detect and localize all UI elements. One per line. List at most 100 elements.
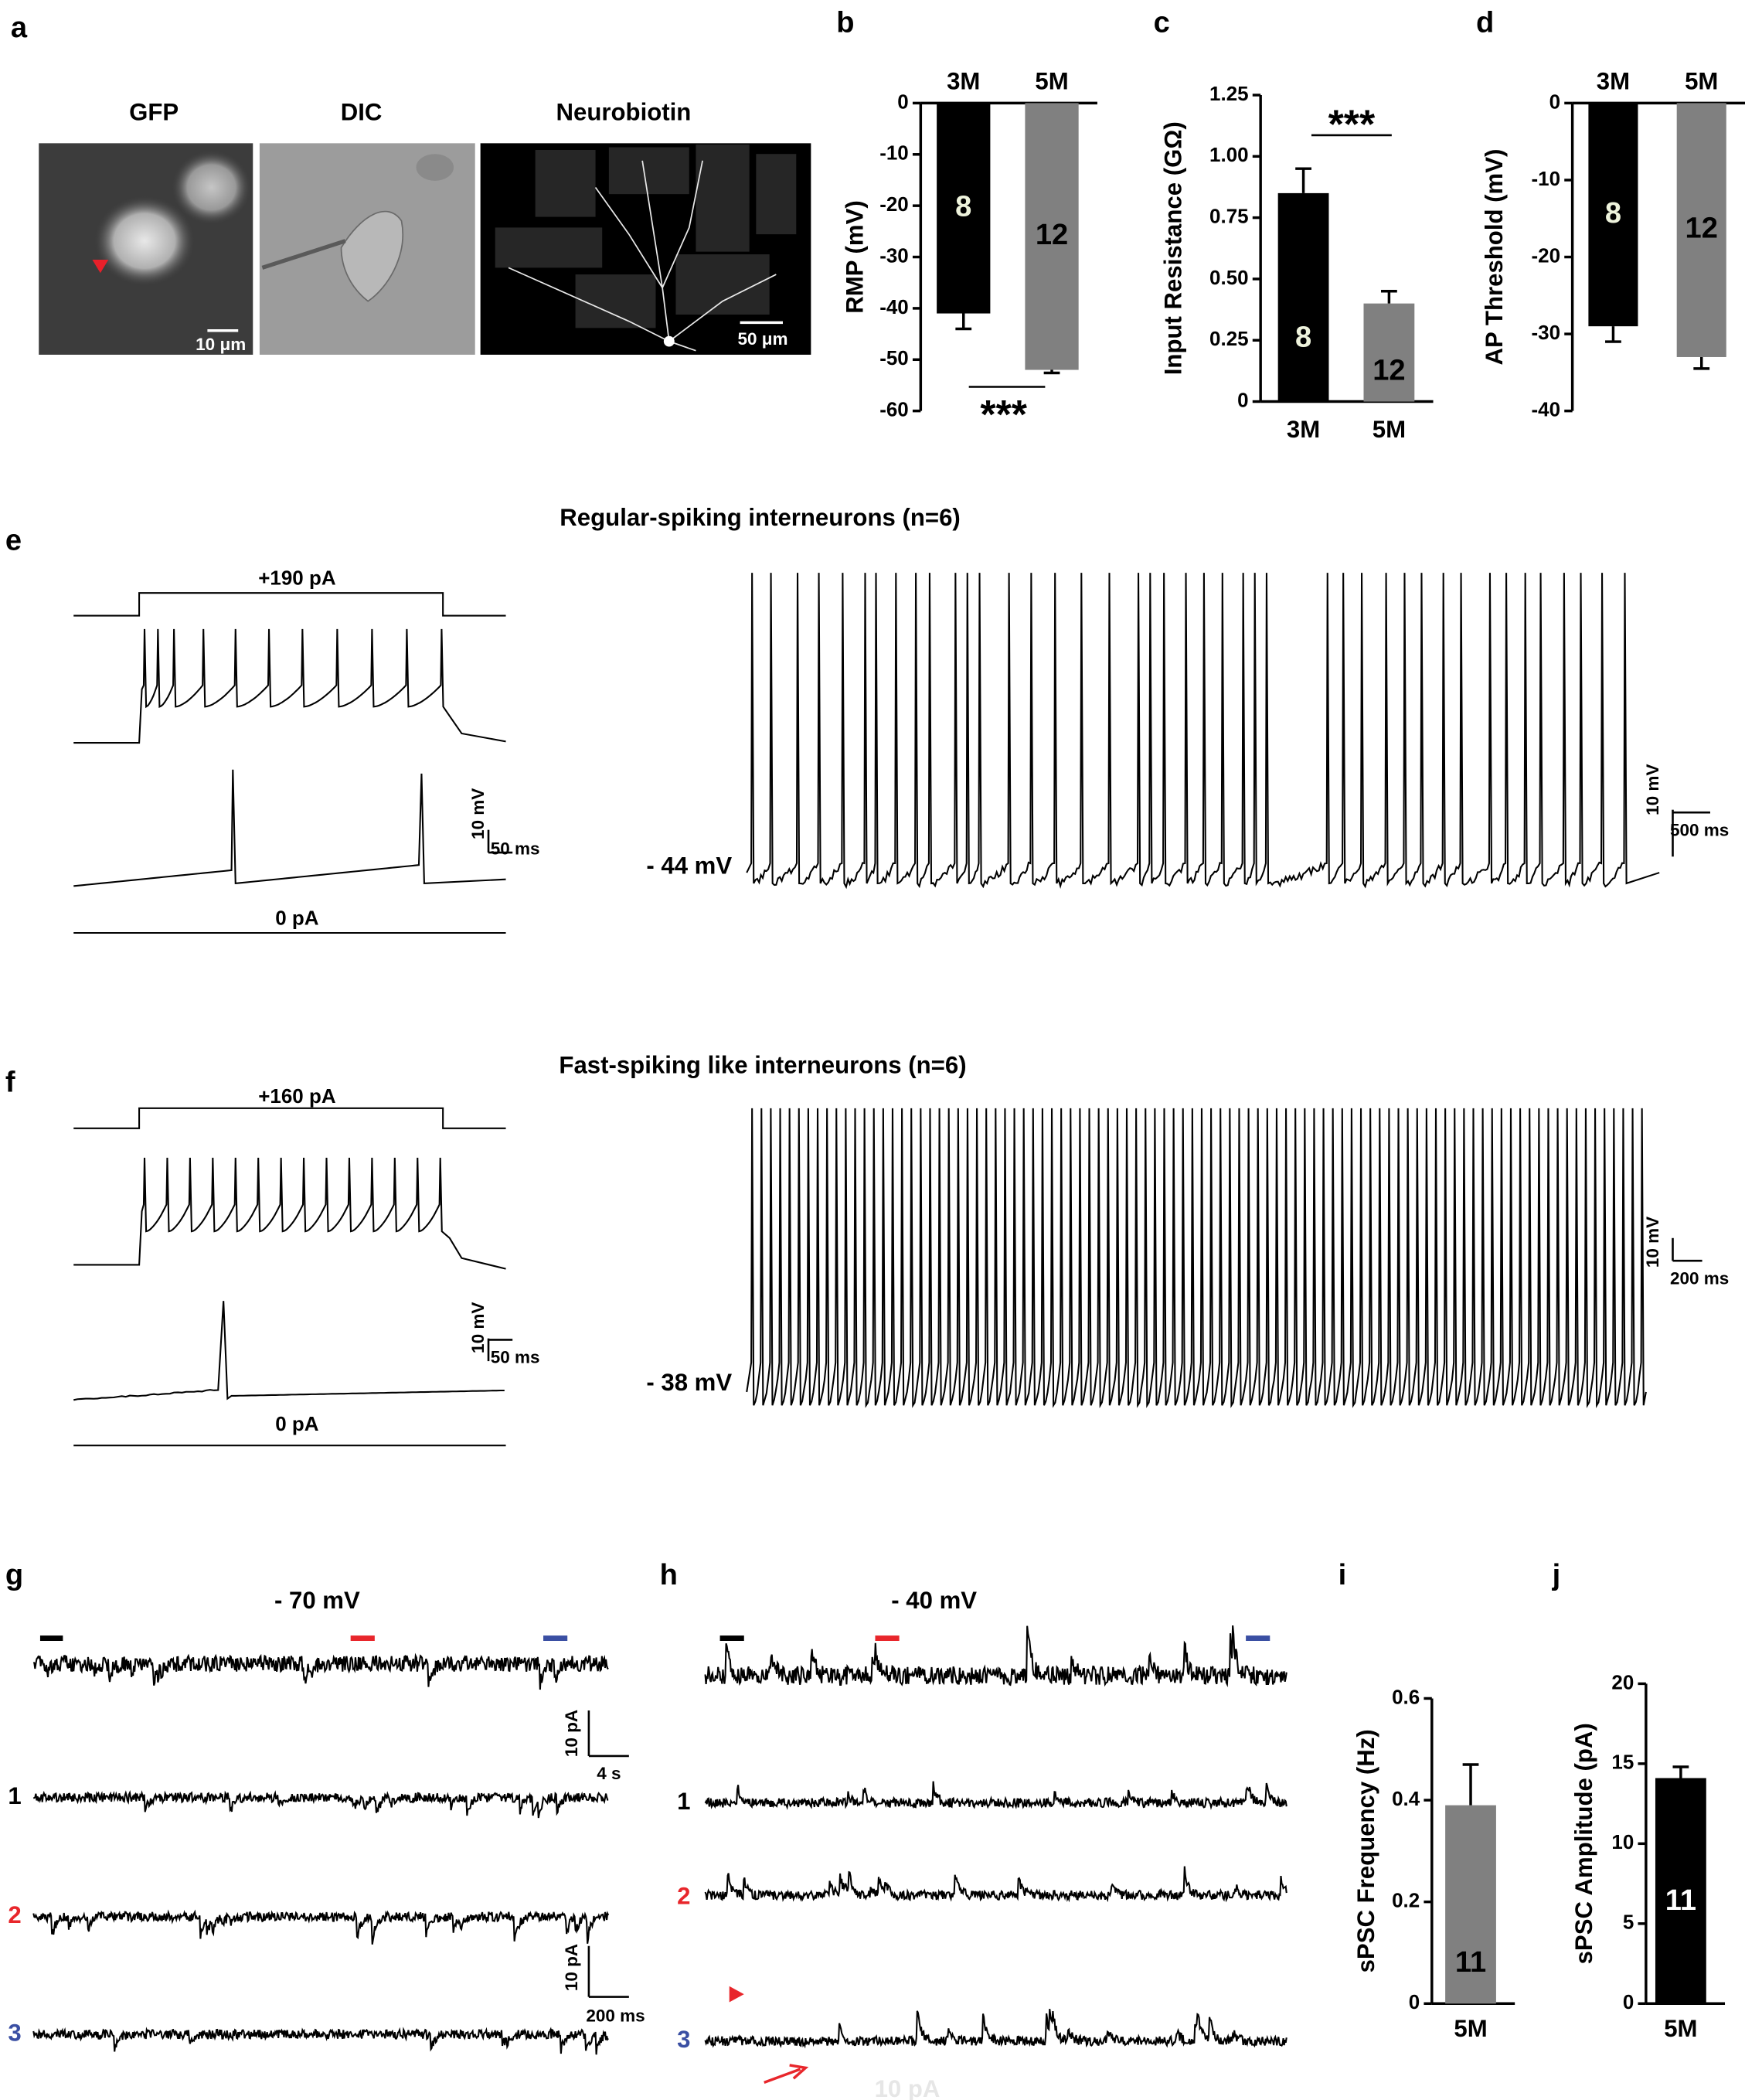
y-axis-label: sPSC Amplitude (pA) — [1570, 1723, 1597, 1964]
y-tick-label: -40 — [879, 295, 909, 318]
error-bar — [1462, 1763, 1479, 1806]
panel-label: f — [5, 1067, 15, 1099]
stimulus-label: 0 pA — [275, 1412, 319, 1435]
image-title: Neurobiotin — [556, 98, 692, 125]
cell — [416, 154, 454, 181]
category-label: 5M — [1454, 2015, 1487, 2042]
bar-chart: 0 5 10 15 20 sPSC Amplitude (pA) 5M 11 — [1570, 1670, 1726, 2042]
category-label: 3M — [1597, 68, 1630, 95]
scale-label: 10 mV — [468, 1302, 488, 1353]
significance-label: *** — [1328, 102, 1376, 147]
panel-label: d — [1476, 6, 1494, 39]
bar — [1445, 1805, 1496, 2004]
trace — [32, 1909, 610, 1945]
segment-marker — [39, 1635, 63, 1641]
panel-h: - 40 mV 1 2 3 10 pA — [677, 1587, 1270, 2100]
y-tick-label: 0.25 — [1209, 327, 1249, 350]
y-tick-label: -60 — [879, 398, 909, 421]
trace — [704, 2009, 1287, 2049]
y-tick-label: 5 — [1623, 1911, 1634, 1934]
segment-marker — [350, 1635, 375, 1641]
n-label: 11 — [1455, 1946, 1486, 1979]
image-title: GFP — [129, 98, 179, 125]
segment-marker — [1246, 1635, 1270, 1641]
y-tick-label: 10 — [1611, 1830, 1634, 1853]
panel-label: e — [5, 524, 22, 556]
y-axis-label: AP Threshold (mV) — [1481, 149, 1508, 366]
segment-marker — [875, 1635, 900, 1641]
bar — [1676, 103, 1726, 357]
n-label: 8 — [1605, 197, 1621, 230]
potential-label: - 44 mV — [646, 852, 732, 879]
y-tick-label: 0.4 — [1392, 1787, 1420, 1810]
y-tick-label: 0.50 — [1209, 266, 1249, 289]
cell — [171, 150, 252, 225]
category-label: 5M — [1664, 2015, 1697, 2042]
y-tick-label: 1.00 — [1209, 143, 1249, 166]
y-tick-label: 0 — [1549, 90, 1560, 113]
bar — [1655, 1778, 1706, 2004]
scale-label: 200 ms — [1670, 1268, 1729, 1288]
error-bar — [1295, 167, 1311, 193]
tiles — [495, 145, 797, 328]
panel-label: i — [1339, 1559, 1347, 1591]
arrowhead — [92, 259, 109, 274]
trace — [32, 1652, 609, 1690]
y-tick-label: 20 — [1611, 1670, 1634, 1693]
n-label: 12 — [1685, 213, 1718, 245]
error-bar — [1672, 1765, 1689, 1778]
y-tick-label: -50 — [879, 346, 909, 369]
bar — [1588, 103, 1638, 327]
segment-marker — [543, 1635, 568, 1641]
scale-label: 50 ms — [491, 839, 540, 859]
error-bar — [1605, 326, 1621, 343]
arrowhead — [729, 1986, 744, 2003]
panel-label: h — [660, 1559, 678, 1591]
y-tick-label: -40 — [1531, 398, 1560, 421]
trace — [73, 1107, 506, 1129]
y-tick-label: 0.6 — [1392, 1685, 1420, 1708]
panel-label: j — [1552, 1559, 1561, 1591]
y-tick-label: 0 — [1409, 1990, 1420, 2013]
n-label: 11 — [1665, 1884, 1696, 1917]
n-label: 12 — [1036, 219, 1068, 251]
panel-title: Fast-spiking like interneurons (n=6) — [559, 1051, 966, 1078]
error-bar — [955, 313, 972, 331]
scale-label: 500 ms — [1670, 820, 1729, 839]
trace — [73, 628, 506, 744]
row-label: 2 — [677, 1883, 690, 1910]
y-tick-label: 1.25 — [1209, 82, 1249, 105]
panel-label: a — [11, 12, 28, 44]
scale-label: 4 s — [597, 1764, 621, 1783]
n-label: 8 — [955, 191, 971, 223]
panel-a: GFP DIC Neurobiotin 10 μm 50 μm — [39, 98, 811, 355]
trace — [73, 1157, 506, 1270]
holding-label: - 40 mV — [891, 1587, 977, 1614]
category-label: 5M — [1685, 68, 1718, 95]
stimulus-label: 0 pA — [275, 907, 319, 930]
y-axis-label: Input Resistance (GΩ) — [1160, 121, 1187, 375]
row-label: 3 — [8, 2019, 21, 2046]
error-bar — [1043, 369, 1060, 375]
scale-label: 200 ms — [586, 2006, 645, 2026]
bar-chart: 0 -10 -20 -30 -40 -50 -60 RMP (mV) 3M 8 5M 12 *** — [841, 68, 1097, 437]
y-tick-label: 0 — [897, 90, 908, 113]
panel-title: Regular-spiking interneurons (n=6) — [560, 504, 960, 531]
trace — [704, 1781, 1287, 1810]
n-label: 12 — [1373, 355, 1405, 387]
y-tick-label: 0.75 — [1209, 204, 1249, 227]
panel-labels: a b c d e f g h i j — [5, 6, 1560, 1591]
y-tick-label: -30 — [1531, 321, 1560, 344]
y-tick-label: 0.2 — [1392, 1889, 1420, 1912]
bar — [1363, 303, 1415, 402]
bar — [937, 103, 991, 314]
panel-g: - 70 mV 10 pA 4 s 1 2 3 10 pA 200 ms — [8, 1587, 645, 2046]
y-axis-label: RMP (mV) — [841, 200, 868, 314]
y-tick-label: -10 — [1531, 167, 1560, 190]
row-label: 1 — [8, 1782, 21, 1809]
y-tick-label: -20 — [879, 192, 909, 216]
y-tick-label: -20 — [1531, 243, 1560, 267]
y-axis-label: sPSC Frequency (Hz) — [1352, 1729, 1379, 1972]
scale-label: 10 pA — [562, 1710, 581, 1757]
image-title: DIC — [341, 98, 383, 125]
